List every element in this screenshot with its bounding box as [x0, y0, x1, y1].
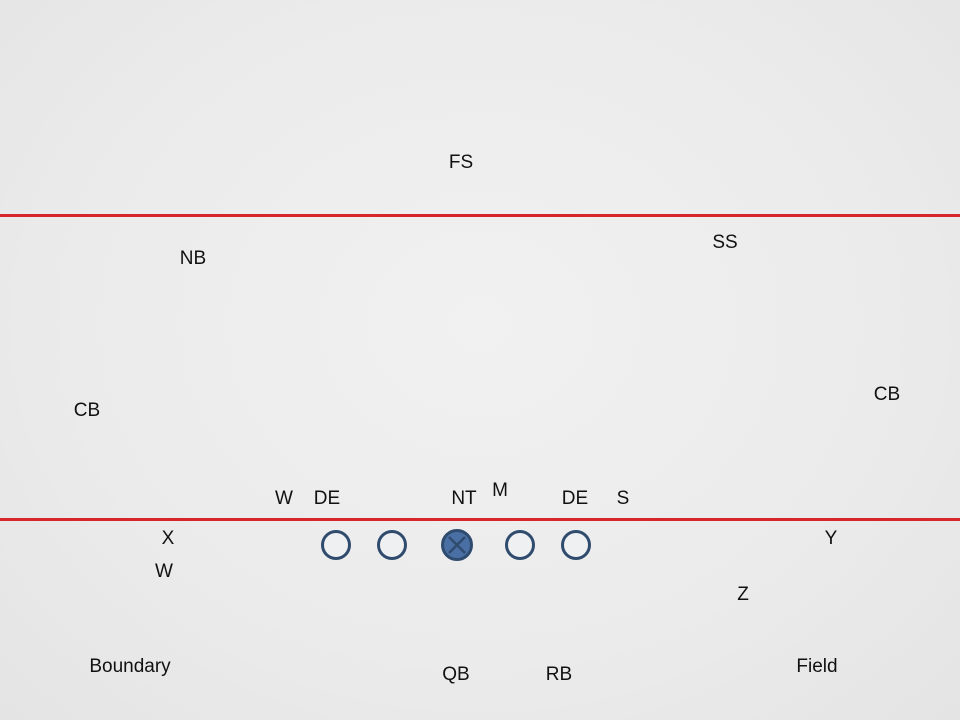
defender-label: CB: [873, 384, 901, 405]
offense-player-label: RB: [545, 664, 573, 685]
defender-label: NB: [179, 248, 207, 269]
offense-player-label: QB: [442, 664, 470, 685]
field-side-label: Field: [796, 656, 838, 677]
offense-player-label: W: [155, 561, 173, 582]
defender-label: SS: [712, 232, 738, 253]
defender-label: FS: [448, 152, 474, 173]
line-of-scrimmage: [0, 518, 960, 521]
defender-label: DE: [313, 488, 341, 509]
field-side-label: Boundary: [89, 656, 171, 677]
defender-label: DE: [561, 488, 589, 509]
defender-label: M: [492, 480, 508, 501]
center-lineman-x-circle-icon: [441, 529, 473, 561]
offensive-lineman-circle-icon: [321, 530, 351, 560]
offense-player-label: Y: [824, 528, 838, 549]
offensive-lineman-circle-icon: [505, 530, 535, 560]
offensive-lineman-circle-icon: [377, 530, 407, 560]
offensive-lineman-circle-icon: [561, 530, 591, 560]
defender-label: CB: [73, 400, 101, 421]
upper-red-line: [0, 214, 960, 217]
offense-player-label: X: [161, 528, 175, 549]
defender-label: S: [616, 488, 630, 509]
defender-label: NT: [451, 488, 477, 509]
defender-label: W: [275, 488, 293, 509]
offense-player-label: Z: [737, 584, 749, 605]
